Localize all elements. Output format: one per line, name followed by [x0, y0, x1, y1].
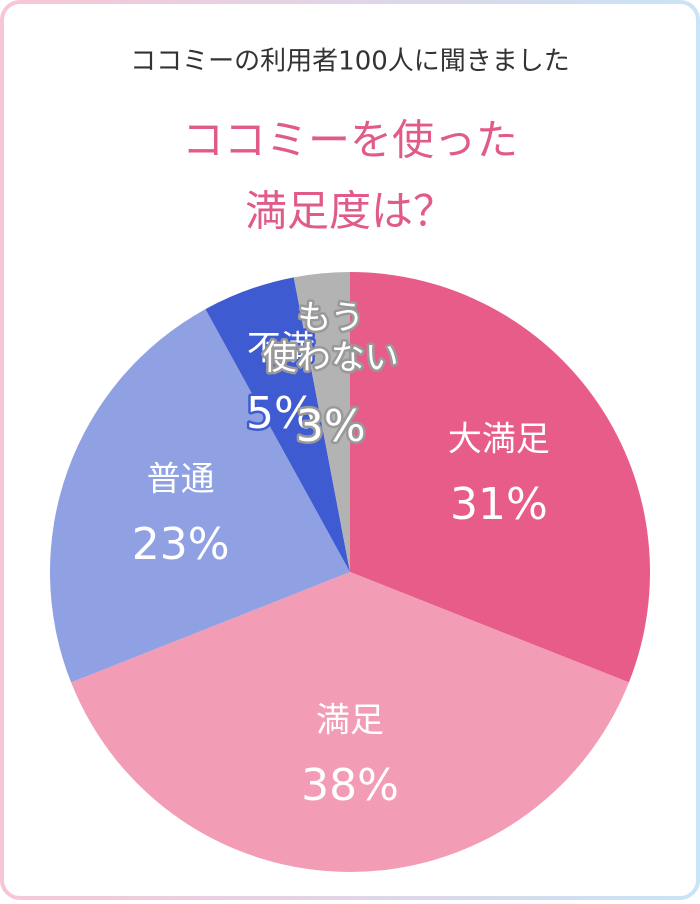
chart-subtitle: ココミーの利用者100人に聞きました	[130, 47, 570, 77]
slice-label-line: もう	[297, 297, 364, 337]
value-label: 3%	[296, 401, 366, 452]
value-label: 23%	[132, 519, 230, 570]
pie-slice	[49, 309, 351, 683]
slice-label-line: 使わない	[263, 337, 399, 377]
pie-slice	[350, 272, 650, 683]
pie-slice	[205, 277, 350, 572]
value-label: 5%	[246, 388, 316, 439]
pie-slice	[71, 572, 629, 872]
chart-title: ココミーを使った	[182, 116, 518, 165]
value-label: 38%	[301, 760, 399, 811]
value-label: 31%	[450, 479, 548, 530]
pie-slice	[293, 272, 350, 572]
slice-label: 不満	[247, 329, 315, 369]
slice-label: もう使わない	[263, 297, 399, 377]
chart-title: 満足度は？	[245, 187, 455, 236]
slice-label: 大満足	[448, 419, 550, 459]
slice-label: 満足	[316, 701, 384, 741]
slice-label: 普通	[147, 460, 215, 500]
